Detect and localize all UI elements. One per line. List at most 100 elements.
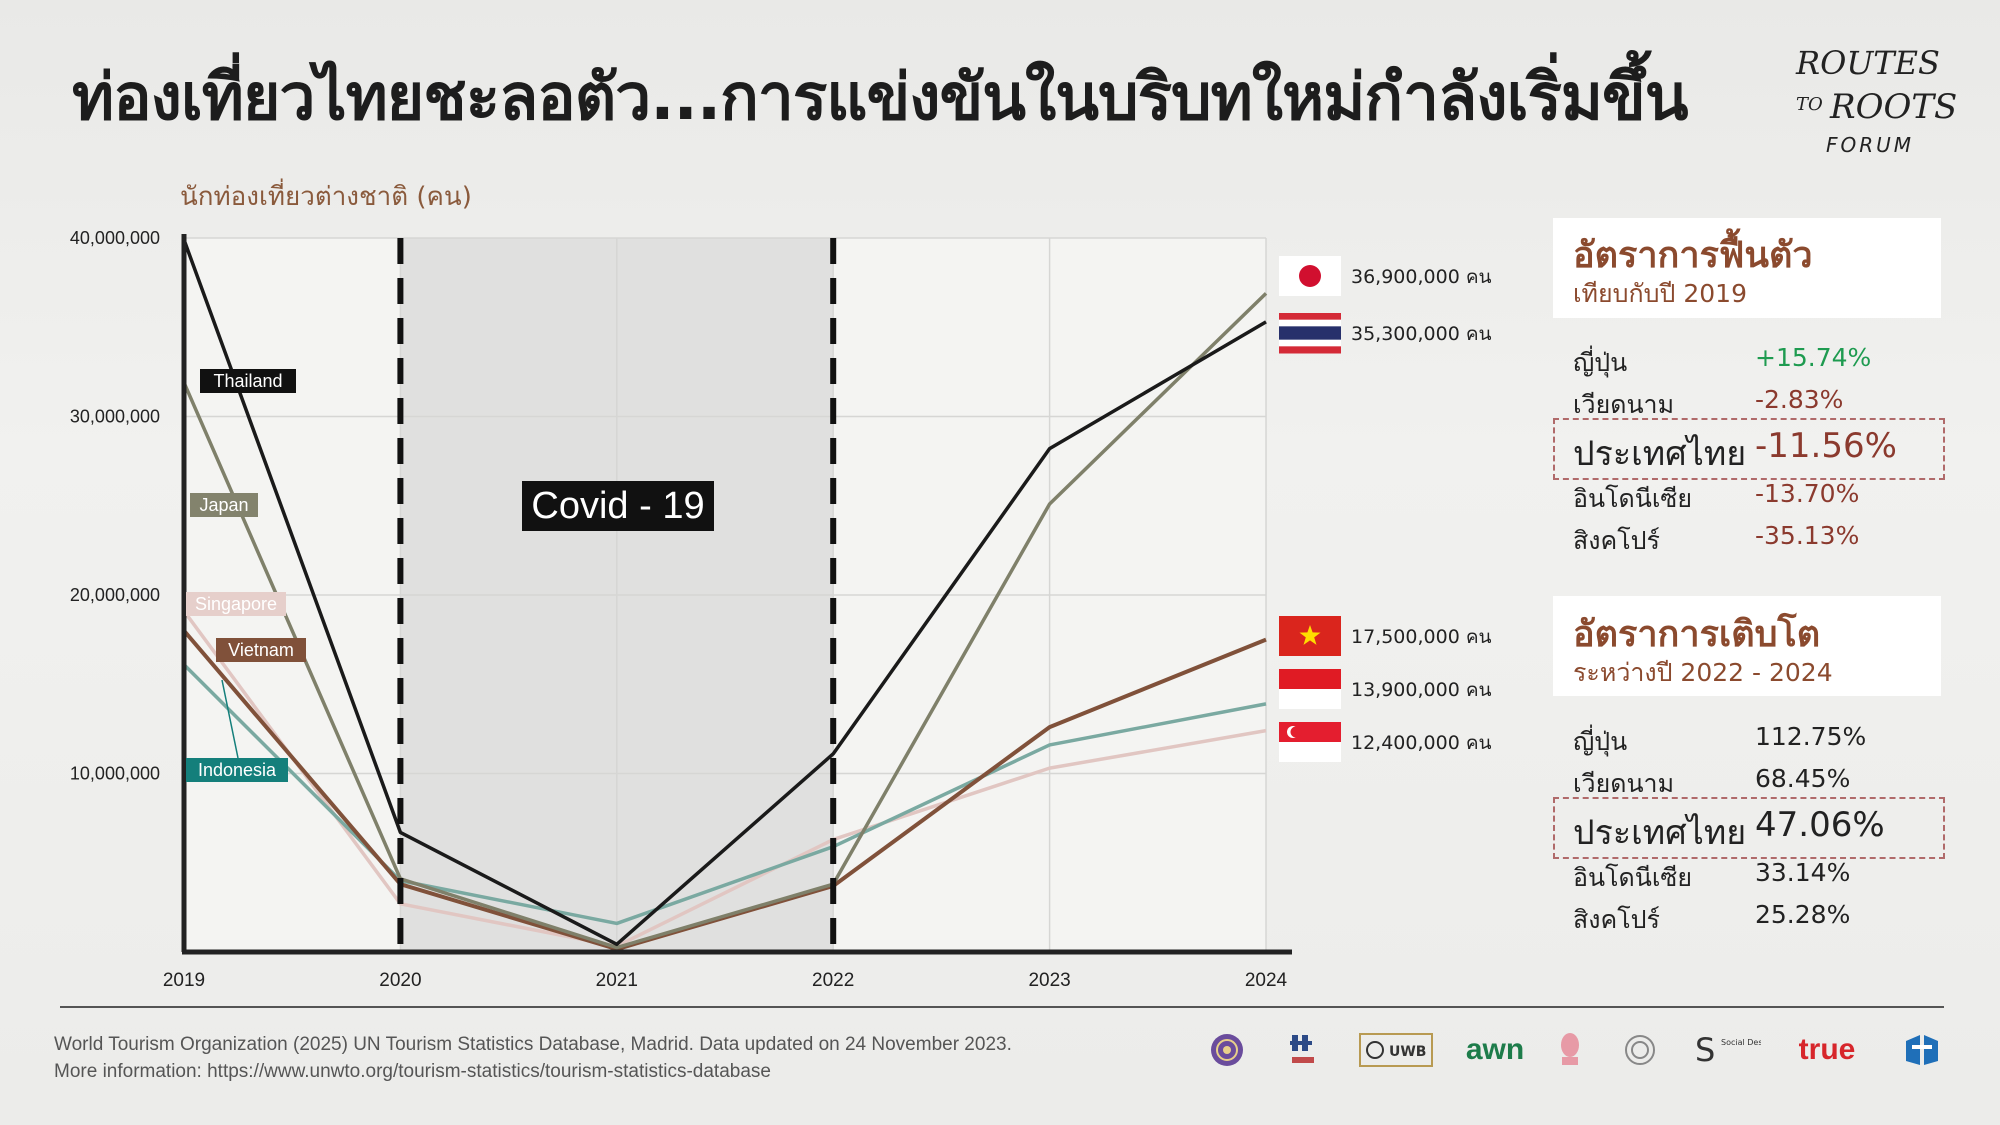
flag-white-band	[1279, 689, 1341, 709]
partner-logo-2	[1283, 1030, 1323, 1070]
svg-text:ROUTES: ROUTES	[1795, 44, 1940, 82]
flag-band	[1279, 346, 1341, 354]
covid-label-text: Covid - 19	[531, 485, 704, 527]
series-label-thailand: Thailand	[200, 369, 296, 393]
growth-value: 33.14%	[1755, 858, 1851, 887]
series-label-indonesia: Indonesia	[186, 758, 288, 782]
end-value-label-japan: 36,900,000 คน	[1351, 266, 1492, 288]
series-label-box	[190, 493, 258, 517]
recovery-panel-header	[1553, 218, 1941, 318]
svg-text:TO: TO	[1796, 94, 1823, 115]
recovery-row-singapore: สิงคโปร์ -35.13%	[1573, 521, 1860, 555]
end-value-label-indonesia: 13,900,000 คน	[1351, 679, 1492, 701]
growth-row-indonesia: อินโดนีเซีย 33.14%	[1573, 858, 1851, 892]
svg-text:Social Design Lab: Social Design Lab	[1721, 1038, 1761, 1047]
x-tick-label: 2024	[1245, 970, 1288, 991]
growth-row-japan: ญี่ปุ่น 112.75%	[1573, 722, 1867, 756]
recovery-row-indonesia: อินโดนีเซีย -13.70%	[1573, 479, 1860, 513]
seal-emblem-logo	[1621, 1030, 1659, 1070]
flag-band	[1279, 333, 1341, 341]
recovery-value: -13.70%	[1755, 479, 1860, 508]
growth-thailand-highlight	[1553, 797, 1945, 859]
recovery-row-japan: ญี่ปุ่น +15.74%	[1573, 343, 1872, 377]
series-label-text: Japan	[199, 495, 248, 515]
growth-row-vietnam: เวียดนาม 68.45%	[1573, 764, 1851, 798]
series-label-text: Singapore	[195, 594, 277, 614]
indonesia-leader-line	[221, 679, 239, 759]
svg-text:FORUM: FORUM	[1826, 133, 1914, 157]
recovery-thailand-highlight	[1553, 418, 1945, 480]
series-label-box	[186, 758, 288, 782]
singapore-flag-icon	[1279, 722, 1341, 762]
x-tick-label: 2019	[163, 970, 205, 991]
recovery-panel-title: อัตราการฟื้นตัว	[1573, 235, 1813, 276]
growth-row-singapore: สิงคโปร์ 25.28%	[1573, 900, 1851, 934]
series-line-japan	[182, 292, 1268, 950]
end-value-label-thailand: 35,300,000 คน	[1351, 323, 1492, 345]
japan-flag-icon	[1279, 256, 1341, 296]
flag-red-band	[1279, 669, 1341, 689]
x-tick-label: 2023	[1028, 970, 1070, 991]
x-tick-label: 2021	[596, 970, 638, 991]
university-seal-logo	[1207, 1030, 1247, 1070]
end-value-label-singapore: 12,400,000 คน	[1351, 732, 1492, 754]
svg-text:UWB: UWB	[1389, 1044, 1426, 1060]
true-logo: true	[1798, 1033, 1856, 1066]
growth-panel-title: อัตราการเติบโต	[1573, 614, 1821, 655]
growth-value: 47.06%	[1755, 805, 1885, 845]
end-value-label-vietnam: 17,500,000 คน	[1351, 626, 1492, 648]
recovery-row-thailand: ประเทศไทย -11.56%	[1573, 426, 1897, 474]
y-tick-label: 10,000,000	[70, 764, 160, 784]
flag-band	[1279, 326, 1341, 334]
svg-text:S: S	[1695, 1031, 1715, 1069]
y-tick-label: 20,000,000	[70, 585, 160, 605]
routes-to-roots-forum-logo: ROUTES TO ROOTS FORUM	[1795, 44, 1957, 157]
recovery-value: -11.56%	[1755, 426, 1897, 466]
recovery-row-vietnam: เวียดนาม -2.83%	[1573, 385, 1844, 419]
y-tick-label: 30,000,000	[70, 407, 160, 427]
series-label-text: Thailand	[213, 371, 282, 391]
y-tick-label: 40,000,000	[70, 228, 160, 248]
covid-label-box	[522, 481, 714, 531]
growth-value: 25.28%	[1755, 900, 1851, 929]
uwb-logo: UWB	[1358, 1030, 1434, 1070]
recovery-value: -35.13%	[1755, 521, 1860, 550]
source-line-2: More information: https://www.unwto.org/…	[54, 1061, 771, 1082]
flag-white-band	[1279, 742, 1341, 762]
series-label-box	[186, 592, 286, 616]
flag-band	[1279, 319, 1341, 327]
series-line-singapore	[182, 610, 1267, 948]
covid-label: Covid - 19	[522, 481, 714, 531]
growth-panel-header	[1553, 596, 1941, 696]
social-design-lab-logo: S Social Design Lab	[1692, 1030, 1762, 1070]
series-label-text: Vietnam	[228, 640, 294, 660]
source-line-1: World Tourism Organization (2025) UN Tou…	[54, 1034, 1012, 1055]
y-axis-title: นักท่องเที่ยวต่างชาติ (คน)	[180, 182, 472, 212]
awn-logo: awn	[1465, 1033, 1525, 1066]
recovery-value: +15.74%	[1755, 343, 1872, 372]
vietnam-flag-icon	[1279, 616, 1341, 656]
growth-value: 68.45%	[1755, 764, 1851, 793]
flag-crescent-cut	[1290, 726, 1302, 738]
series-label-japan: Japan	[190, 493, 258, 517]
flag-disc	[1299, 265, 1321, 287]
series-label-vietnam: Vietnam	[216, 638, 306, 662]
series-label-text: Indonesia	[198, 760, 277, 780]
flag-band	[1279, 339, 1341, 347]
indonesia-flag-icon	[1279, 669, 1341, 709]
series-line-thailand	[182, 239, 1267, 947]
flag-band	[1279, 313, 1341, 321]
recovery-panel-subtitle: เทียบกับปี 2019	[1573, 279, 1747, 308]
page-title: ท่องเที่ยวไทยชะลอตัว...การแข่งขันในบริบท…	[72, 61, 1688, 135]
x-tick-label: 2020	[379, 970, 421, 991]
recovery-value: -2.83%	[1755, 385, 1844, 414]
x-tick-label: 2022	[812, 970, 854, 991]
thailand-flag-icon	[1279, 313, 1341, 354]
growth-value: 112.75%	[1755, 722, 1867, 751]
blue-emblem-logo	[1900, 1030, 1944, 1070]
growth-panel-subtitle: ระหว่างปี 2022 - 2024	[1573, 658, 1833, 687]
lotus-figure-logo	[1553, 1030, 1587, 1070]
footer-divider	[60, 1006, 1944, 1008]
series-label-box	[216, 638, 306, 662]
tourism-line-chart: 10,000,000 20,000,000 30,000,000 40,000,000…	[70, 228, 1492, 991]
